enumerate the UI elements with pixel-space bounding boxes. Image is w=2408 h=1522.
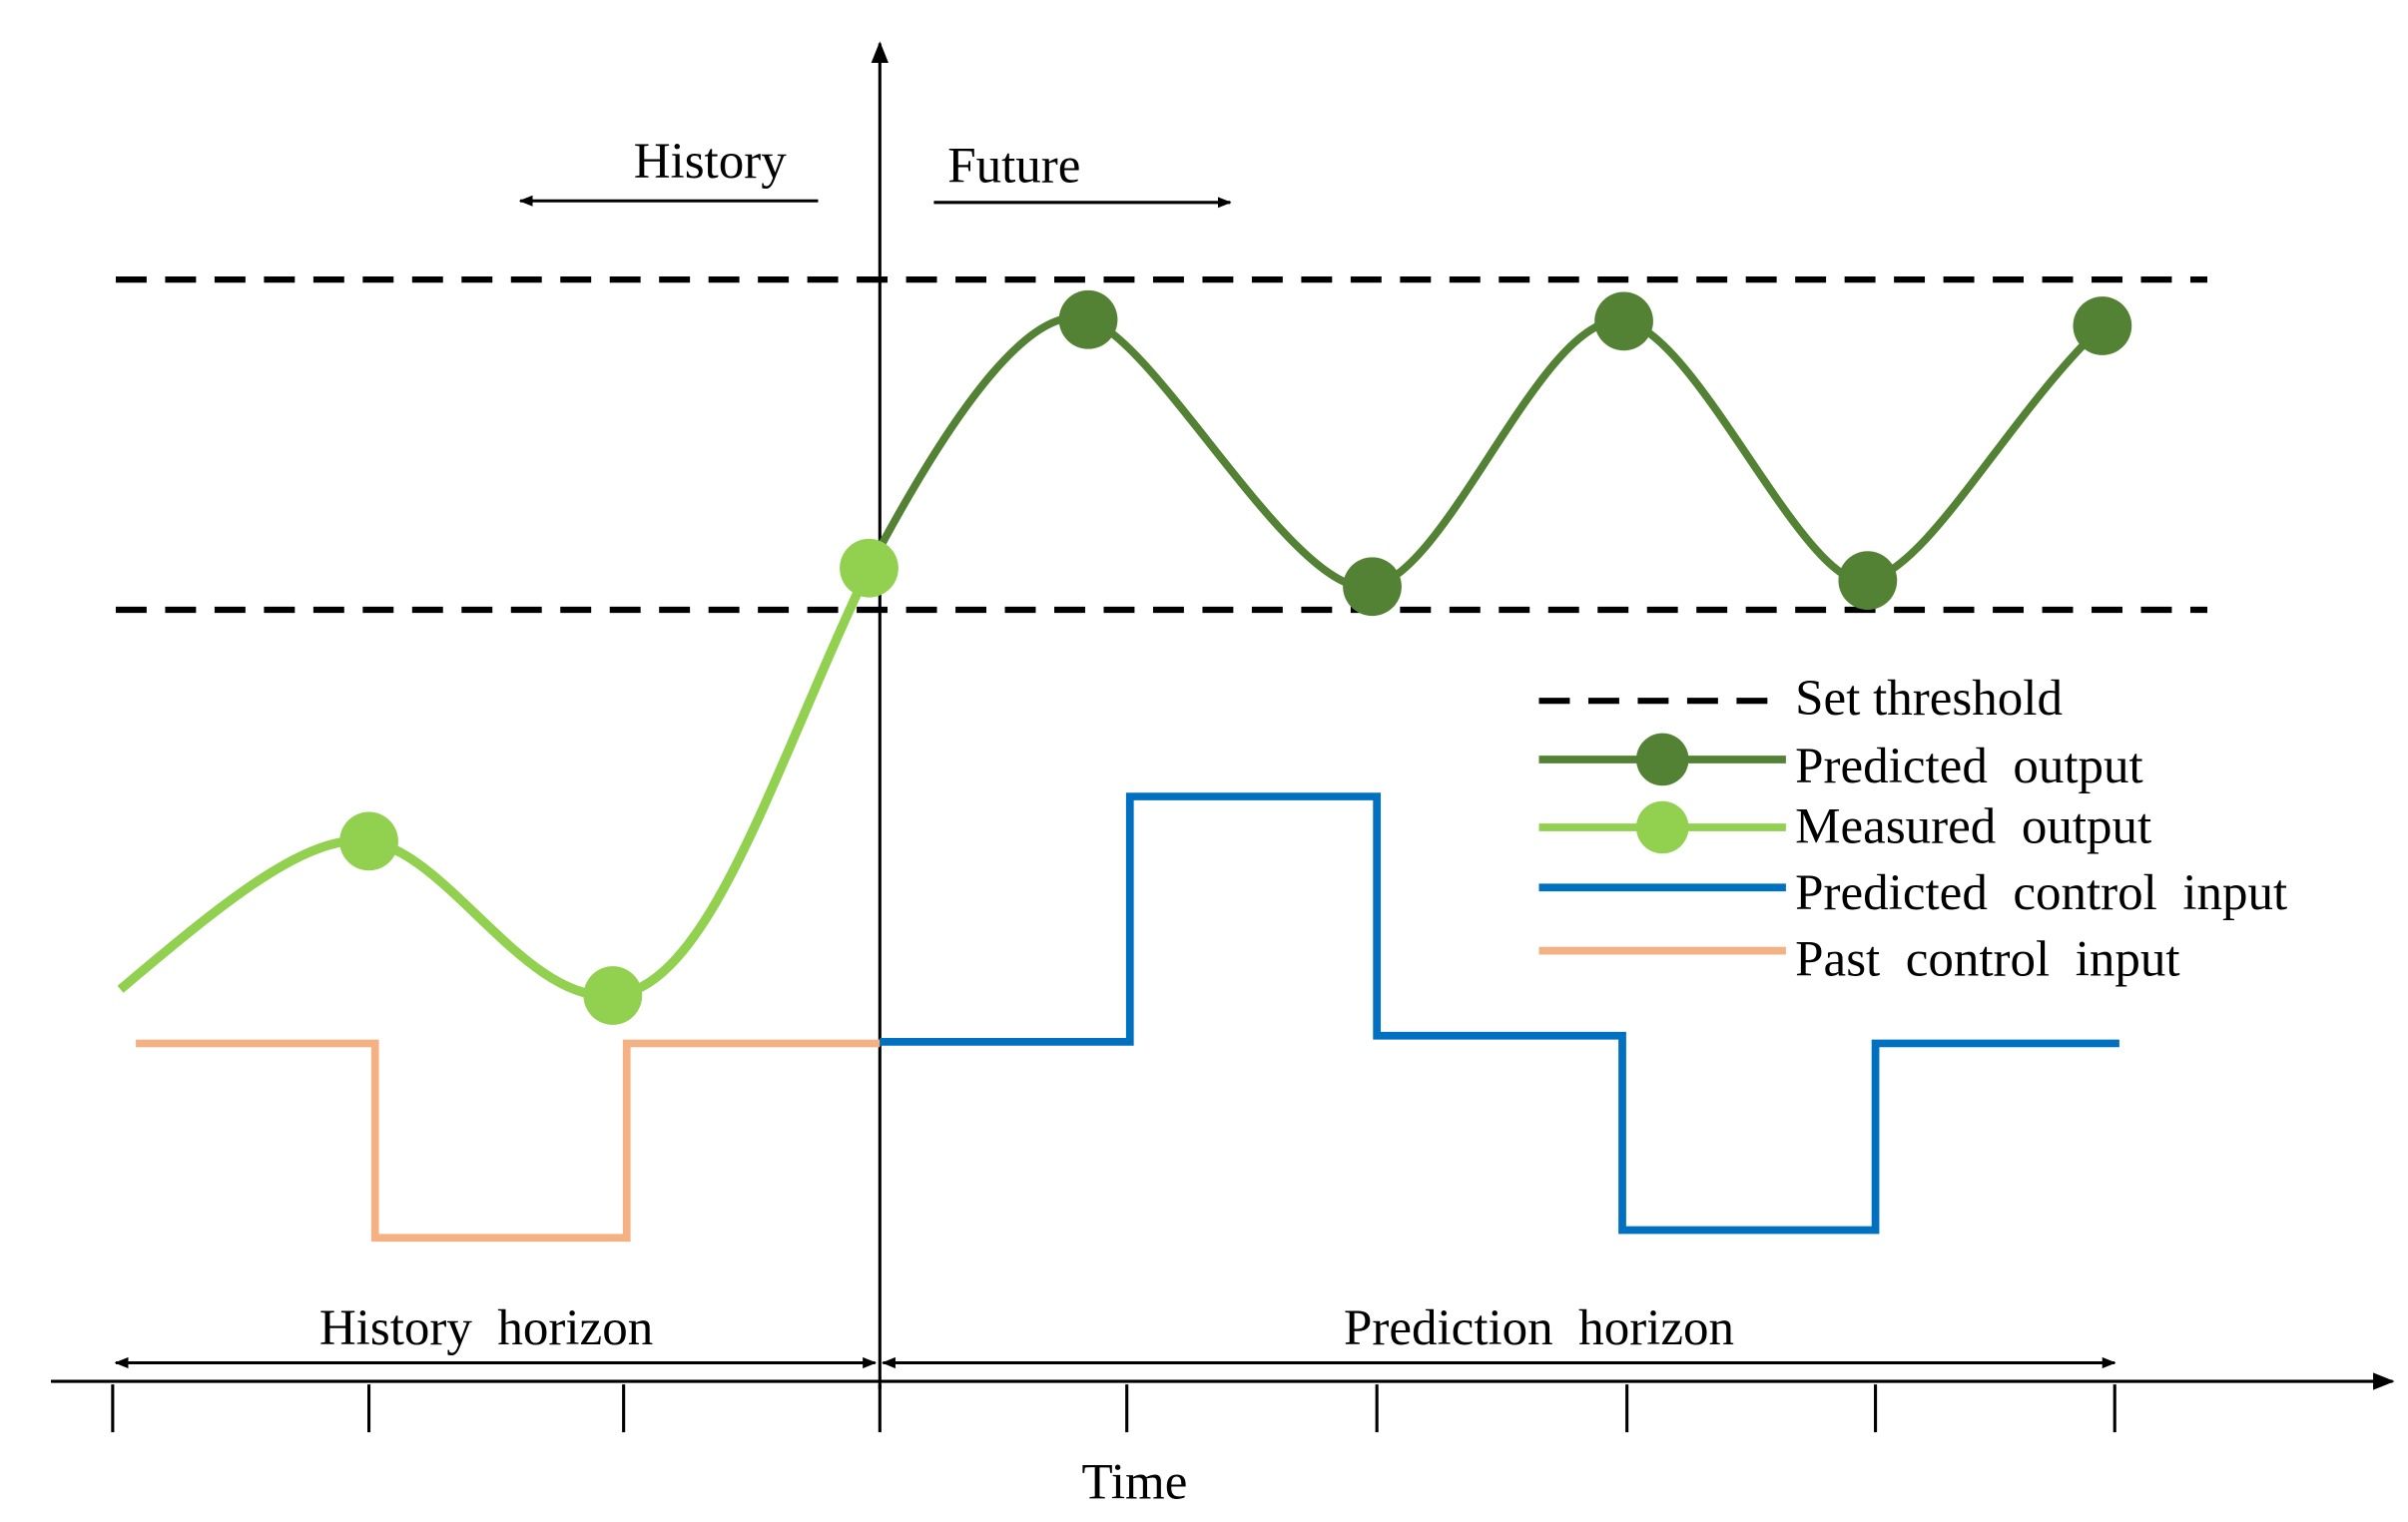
predicted-point [1594,291,1653,351]
predicted-point [1058,289,1118,349]
legend-label: Predicted control input [1795,865,2287,921]
time-ticks [111,1384,2116,1433]
measured-point [583,966,643,1025]
legend-label: Set threshold [1795,671,2063,727]
measured-point [339,811,398,871]
time-label: Time [1081,1455,1187,1511]
predicted-point [1838,551,1898,610]
legend-marker [1635,800,1689,854]
measured-point [840,538,899,598]
future-label: Future [947,139,1080,195]
predicted-control-input [880,792,2119,1235]
legend-label: Past control input [1795,931,2179,987]
history-horizon-label: History horizon [319,1300,653,1356]
predicted-output [866,313,2106,592]
measured-output [117,566,874,1001]
legend-label: Predicted output [1795,739,2143,794]
predicted-point [2073,296,2132,355]
predicted-points [1058,289,2132,617]
predicted-point [1343,557,1402,617]
legend-label: Measured output [1795,798,2151,854]
legend-marker [1635,733,1689,786]
measured-points [339,538,899,1025]
past-control-input [136,1039,881,1243]
prediction-horizon-label: Prediction horizon [1344,1300,1734,1356]
legend: Set threshold Predicted output Measured … [1538,671,2287,987]
history-label: History [634,134,788,190]
